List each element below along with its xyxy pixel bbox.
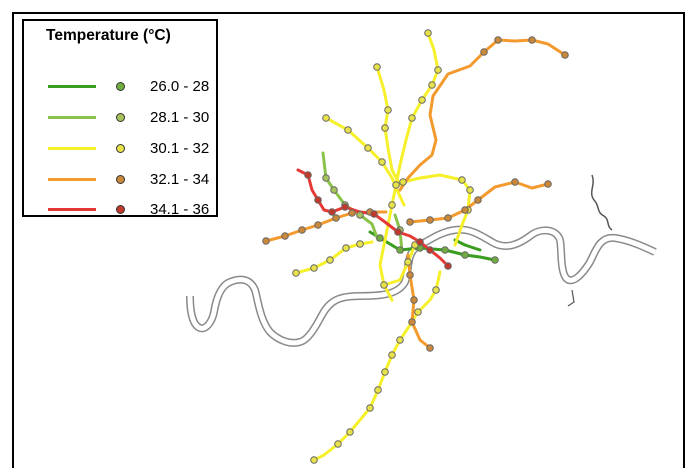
legend-dot-swatch xyxy=(116,82,125,91)
legend-line-swatch xyxy=(48,147,96,150)
legend-dot-swatch xyxy=(116,144,125,153)
legend-item: 28.1 - 30 xyxy=(24,108,216,128)
legend-label: 34.1 - 36 xyxy=(150,201,210,218)
river xyxy=(186,174,657,347)
legend-label: 26.0 - 28 xyxy=(150,78,210,95)
line-red xyxy=(296,168,450,268)
legend-item: 32.1 - 34 xyxy=(24,170,216,190)
legend-line-swatch xyxy=(48,116,96,119)
legend-item: 34.1 - 36 xyxy=(24,200,216,220)
legend-item: 26.0 - 28 xyxy=(24,77,216,97)
legend-line-swatch xyxy=(48,85,96,88)
legend-label: 32.1 - 34 xyxy=(150,171,210,188)
legend-dot-swatch xyxy=(116,113,125,122)
legend-label: 30.1 - 32 xyxy=(150,140,210,157)
legend-title: Temperature (°C) xyxy=(46,27,171,44)
stations xyxy=(262,29,569,464)
legend-line-swatch xyxy=(48,208,96,211)
legend-dot-swatch xyxy=(116,175,125,184)
legend-label: 28.1 - 30 xyxy=(150,109,210,126)
legend-line-swatch xyxy=(48,178,96,181)
legend-item: 30.1 - 32 xyxy=(24,139,216,159)
legend: Temperature (°C) 26.0 - 28 28.1 - 30 30.… xyxy=(22,19,218,220)
legend-dot-swatch xyxy=(116,205,125,214)
